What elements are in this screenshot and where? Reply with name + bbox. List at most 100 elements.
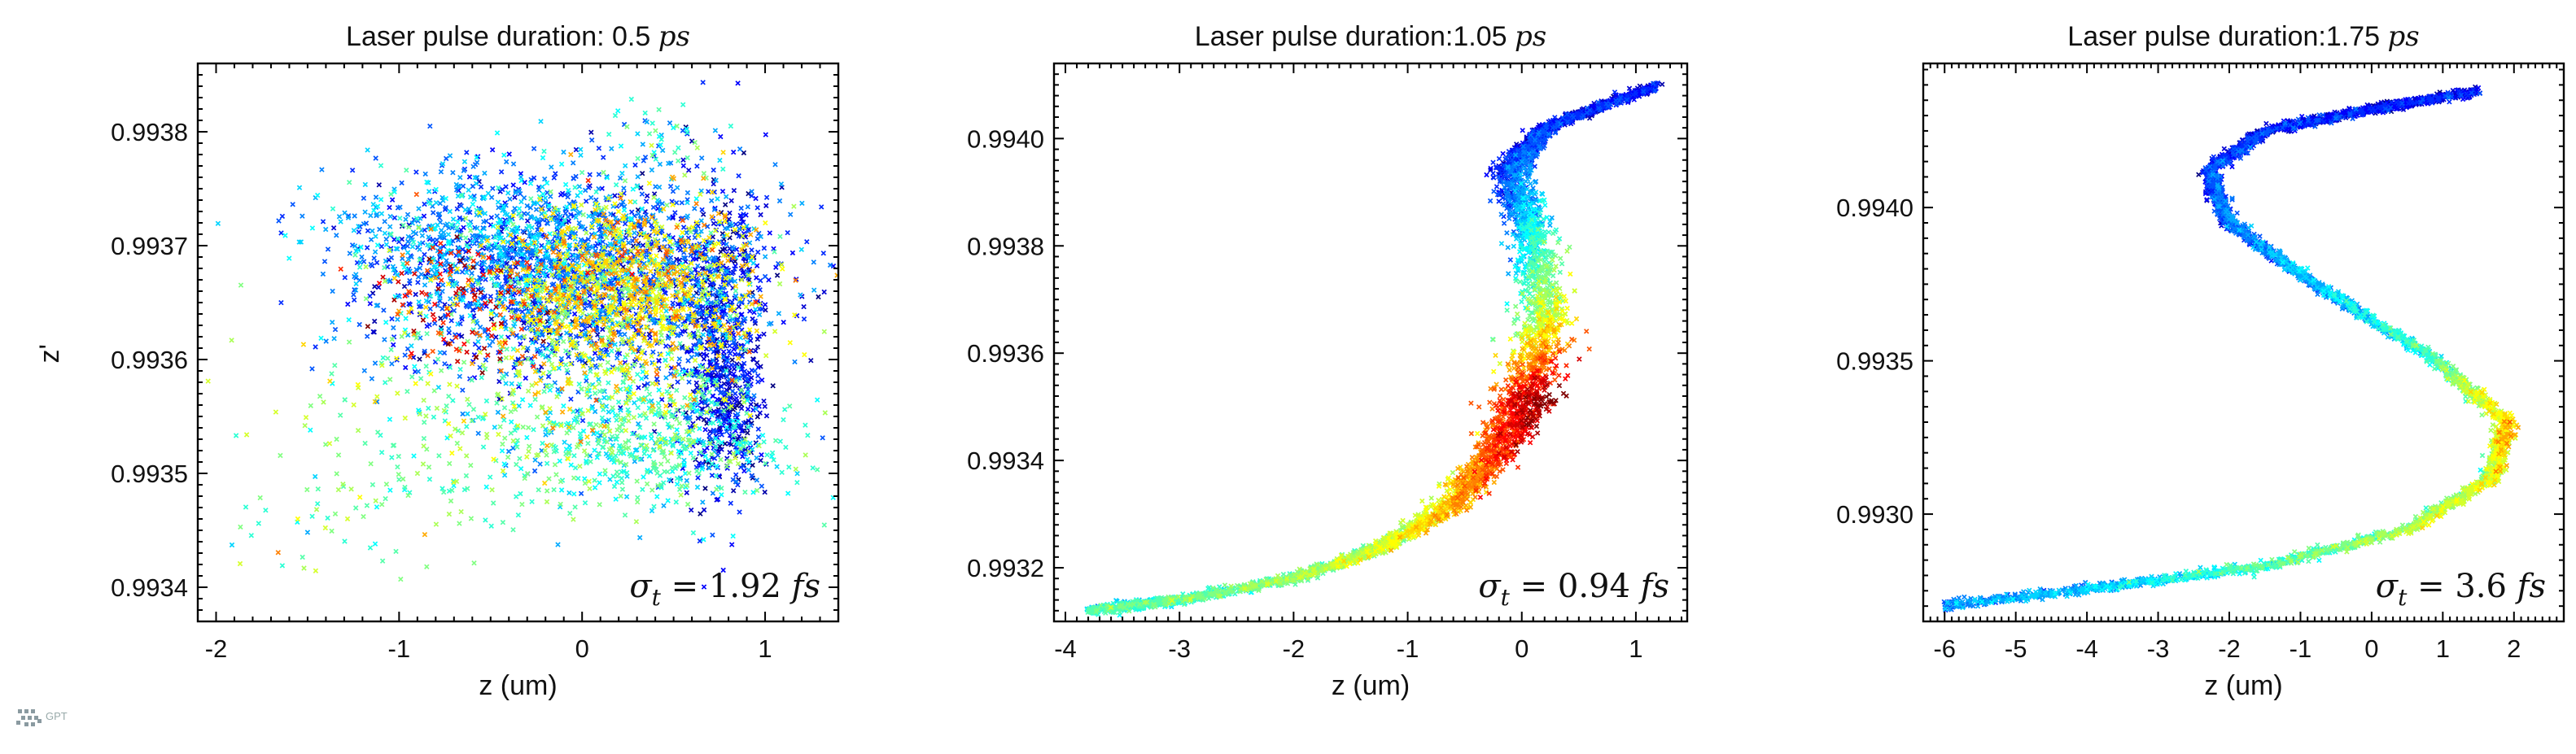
x-tick-label: -1 bbox=[2290, 634, 2312, 663]
x-tick-label: 2 bbox=[2507, 634, 2521, 663]
x-axis-label: z (um) bbox=[2204, 670, 2282, 701]
chart-title-2: Laser pulse duration:1.05 ps bbox=[1195, 20, 1546, 53]
y-tick-label: 0.9936 bbox=[967, 339, 1044, 368]
y-tick-label: 0.9935 bbox=[1836, 347, 1913, 376]
logo-dot bbox=[28, 716, 32, 720]
sigma-annotation: σt = 1.92 fs bbox=[629, 568, 820, 611]
plot-frame-2 bbox=[1052, 62, 1689, 623]
panel-3: -6 -5 -4 -3 -2 -1 0 1 2 0.9930 0.9935 0.9940 Laser p… bbox=[1836, 20, 2565, 701]
x-tick-label: 1 bbox=[758, 634, 772, 663]
scatter-series-color-17 bbox=[396, 151, 838, 538]
scatter-series-color-9 bbox=[282, 108, 836, 547]
scatter-series-color-9 bbox=[1953, 259, 2483, 607]
x-tick-label: -5 bbox=[2005, 634, 2027, 663]
scatter-points-3 bbox=[1941, 84, 2521, 613]
x-tick-label: -3 bbox=[1168, 634, 1191, 663]
sigma-subscript: t bbox=[1501, 584, 1511, 611]
scatter-series-color-7 bbox=[1091, 150, 1555, 614]
scatter-series-color-19 bbox=[2507, 419, 2513, 425]
y-tick-label: 0.9934 bbox=[967, 447, 1044, 475]
plot-frame-1 bbox=[196, 62, 840, 623]
y-tick-label: 0.9940 bbox=[1836, 194, 1913, 222]
x-tick-label: -4 bbox=[1054, 634, 1077, 663]
y-tick-label: 0.9934 bbox=[111, 573, 188, 602]
x-tick-label: 1 bbox=[2436, 634, 2450, 663]
logo-dot bbox=[18, 709, 22, 713]
scatter-points-1 bbox=[205, 80, 838, 590]
logo-dot bbox=[37, 719, 42, 723]
scatter-series-color-24 bbox=[365, 233, 551, 376]
x-tick-label: -2 bbox=[2218, 634, 2241, 663]
sigma-unit: fs bbox=[789, 568, 820, 605]
y-tick-label: 0.9938 bbox=[111, 118, 188, 146]
sigma-value: = 3.6 bbox=[2407, 568, 2517, 605]
scatter-series-color-11 bbox=[2170, 298, 2499, 583]
x-tick-label: -6 bbox=[1933, 634, 1956, 663]
logo-dot bbox=[34, 716, 38, 720]
logo-dot bbox=[16, 721, 20, 725]
scatter-series-color-8 bbox=[1084, 171, 1553, 616]
sigma-value: = 0.94 bbox=[1510, 568, 1641, 605]
logo-dot bbox=[31, 709, 35, 713]
sigma-subscript: t bbox=[2398, 584, 2408, 611]
logo-dot bbox=[21, 716, 25, 720]
logo-dot bbox=[24, 722, 28, 726]
x-tick-label: -1 bbox=[388, 634, 411, 663]
scatter-series-color-18 bbox=[2493, 418, 2514, 474]
scatter-series-color-6 bbox=[1091, 121, 1564, 614]
y-tick-label: 0.9937 bbox=[111, 232, 188, 260]
y-tick-label: 0.9938 bbox=[967, 232, 1044, 260]
chart-title-text: Laser pulse duration:1.75 bbox=[2067, 21, 2387, 52]
scatter-series-color-18 bbox=[275, 195, 798, 556]
scatter-series-color-23 bbox=[391, 263, 511, 362]
sigma-subscript: t bbox=[652, 584, 662, 611]
sigma-symbol: σ bbox=[2376, 568, 2399, 605]
sigma-annotation: σt = 0.94 fs bbox=[1478, 568, 1669, 611]
chart-title-text: Laser pulse duration: 0.5 bbox=[346, 21, 658, 52]
x-tick-label: -3 bbox=[2147, 634, 2170, 663]
logo-dot bbox=[31, 722, 35, 726]
sigma-symbol: σ bbox=[1478, 568, 1502, 605]
x-tick-label: 0 bbox=[1515, 634, 1529, 663]
y-tick-label: 0.9932 bbox=[967, 554, 1044, 582]
sigma-value: = 1.92 bbox=[661, 568, 792, 605]
panel-1: -2 -1 0 1 0.9934 0.9935 0.9936 0.9937 0.9938 Lase… bbox=[34, 20, 840, 701]
scatter-points-2 bbox=[1084, 80, 1665, 618]
chart-title-unit: ps bbox=[658, 20, 690, 53]
sigma-symbol: σ bbox=[629, 568, 653, 605]
scatter-series-color-9 bbox=[1084, 181, 1556, 618]
scatter-series-color-19 bbox=[395, 191, 752, 403]
scatter-series-color-11 bbox=[1085, 217, 1565, 616]
y-tick-label: 0.9935 bbox=[111, 460, 188, 488]
sigma-annotation: σt = 3.6 fs bbox=[2376, 568, 2546, 611]
gpt-logo-icon bbox=[16, 709, 42, 726]
scatter-series-color-21 bbox=[376, 249, 635, 360]
scatter-series-color-22 bbox=[380, 248, 513, 364]
sigma-unit: fs bbox=[1638, 568, 1669, 605]
gpt-logo-text: GPT bbox=[46, 710, 68, 722]
logo-dot bbox=[24, 709, 28, 713]
chart-title-1: Laser pulse duration: 0.5 ps bbox=[346, 20, 690, 53]
scatter-series-color-24 bbox=[1513, 382, 1569, 448]
x-axis-label: z (um) bbox=[479, 670, 557, 701]
chart-title-3: Laser pulse duration:1.75 ps bbox=[2067, 20, 2419, 53]
y-axis-label: z' bbox=[34, 344, 65, 364]
x-tick-label: 1 bbox=[1629, 634, 1642, 663]
scatter-series-color-8 bbox=[1942, 223, 2455, 612]
x-tick-label: 0 bbox=[2364, 634, 2378, 663]
y-tick-label: 0.9930 bbox=[1836, 500, 1913, 529]
scatter-series-color-10 bbox=[2116, 291, 2493, 591]
y-tick-label: 0.9940 bbox=[967, 124, 1044, 153]
sigma-unit: fs bbox=[2515, 568, 2546, 605]
x-axis-label: z (um) bbox=[1332, 670, 1410, 701]
y-tick-label: 0.9936 bbox=[111, 346, 188, 374]
x-tick-label: 0 bbox=[575, 634, 589, 663]
x-tick-label: -2 bbox=[1283, 634, 1305, 663]
panel-2: -4 -3 -2 -1 0 1 0.9932 0.9934 0.9936 0.9938 0.9940… bbox=[967, 20, 1689, 701]
scatter-series-color-1 bbox=[2202, 84, 2478, 229]
x-tick-label: -4 bbox=[2075, 634, 2098, 663]
chart-title-unit: ps bbox=[1515, 20, 1546, 53]
x-tick-label: -1 bbox=[1397, 634, 1419, 663]
